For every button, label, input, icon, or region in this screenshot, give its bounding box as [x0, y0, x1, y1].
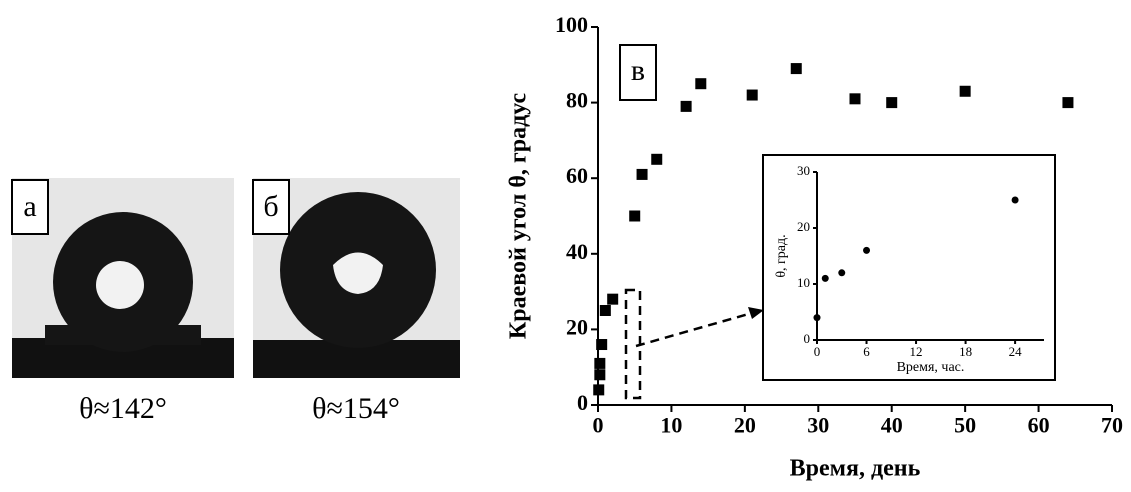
droplet-foot: [45, 325, 201, 345]
y-axis-label: θ, град.: [774, 234, 789, 277]
panel-label-box: [619, 44, 657, 101]
caption: θ≈154°: [312, 392, 400, 425]
point: [821, 274, 829, 282]
photo-a: а θ≈142°: [11, 178, 234, 425]
x-tick-label: 12: [910, 344, 923, 359]
x-tick-label: 10: [660, 412, 682, 437]
y-tick-label: 100: [555, 12, 588, 37]
point: [790, 63, 802, 75]
y-tick-label: 0: [577, 390, 588, 415]
point: [959, 85, 971, 97]
x-tick-label: 40: [881, 412, 903, 437]
highlight: [96, 261, 144, 309]
x-axis-label: Время, день: [790, 456, 921, 482]
point: [596, 339, 608, 351]
panel-label: а: [23, 190, 36, 223]
point: [849, 93, 861, 105]
photo-b: б θ≈154°: [252, 178, 460, 425]
point: [629, 210, 641, 222]
zoom-arrow: [635, 311, 753, 348]
x-tick-label: 50: [954, 412, 976, 437]
y-tick-label: 0: [804, 331, 811, 346]
y-axis-label: Краевой угол θ, градус: [506, 93, 532, 340]
y-tick-label: 10: [797, 275, 810, 290]
x-tick-label: 20: [734, 412, 756, 437]
x-tick-label: 6: [863, 344, 870, 359]
y-tick-label: 60: [566, 163, 588, 188]
y-tick-label: 20: [566, 314, 588, 339]
point: [599, 305, 611, 316]
y-tick-label: 40: [566, 239, 588, 264]
panel-label-box: [252, 179, 290, 235]
panel-label: б: [263, 190, 278, 223]
panel-label-box: [11, 179, 49, 235]
x-tick-label: 18: [959, 344, 972, 359]
zoom-box: [624, 288, 642, 400]
x-tick-label: 0: [814, 344, 821, 359]
caption: θ≈142°: [79, 392, 167, 425]
point: [651, 153, 663, 165]
point: [594, 369, 606, 381]
x-tick-label: 30: [807, 412, 829, 437]
x-tick-label: 24: [1009, 344, 1023, 359]
point: [695, 78, 707, 90]
x-tick-label: 70: [1101, 412, 1123, 437]
point: [593, 384, 605, 396]
point: [838, 269, 846, 277]
point: [1011, 196, 1019, 204]
y-tick-label: 30: [797, 163, 810, 178]
x-axis-label: Время, час.: [897, 360, 965, 375]
point: [636, 168, 648, 180]
inset-frame: [762, 154, 1056, 381]
point: [594, 357, 606, 369]
point: [1062, 97, 1074, 109]
y-tick-label: 80: [566, 88, 588, 113]
y-tick-label: 20: [797, 219, 810, 234]
point: [607, 293, 619, 305]
point: [886, 97, 898, 109]
point: [746, 89, 758, 101]
arrow-head: [748, 307, 764, 319]
point: [813, 314, 821, 322]
x-tick-label: 0: [593, 412, 604, 437]
highlight: [333, 252, 383, 294]
point: [863, 246, 871, 254]
point: [680, 100, 692, 112]
panel-label: в: [631, 54, 645, 87]
x-tick-label: 60: [1028, 412, 1050, 437]
